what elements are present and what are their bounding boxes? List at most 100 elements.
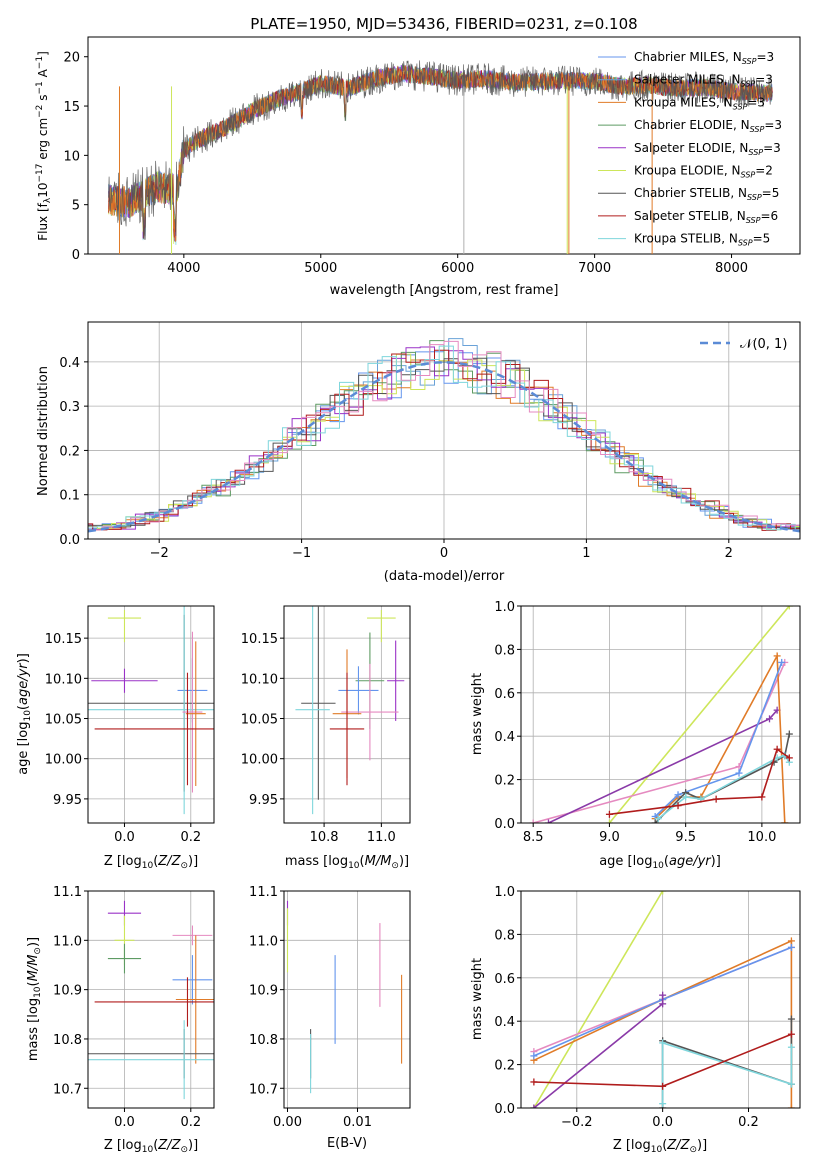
age-vs-Z-panel: 0.0 0.2 9.95 10.00 10.05 10.10 10.15 <box>45 605 215 845</box>
spectrum-xtick-label-2: 6000 <box>441 261 474 276</box>
p-ageZ-frame <box>87 605 215 824</box>
spectrum-ytick-label-1: 5 <box>72 199 80 214</box>
p-ageM-frame <box>283 605 411 824</box>
p-massZ-marks <box>88 900 214 1100</box>
legend-label-3: Chabrier ELODIE, NSSP=3 <box>634 118 782 134</box>
residual-histogram-8 <box>88 345 800 531</box>
mass-vs-ebv-panel: 0.00 0.01 10.7 10.8 10.9 11.0 11.1 <box>249 885 411 1130</box>
residuals-xtick-label-4: 2 <box>725 546 733 561</box>
residual-histogram-3 <box>88 340 800 531</box>
p-mwAge-series-7 <box>609 747 790 816</box>
p-massZ-xtick-label-1: 0.2 <box>180 1115 201 1130</box>
residuals-ytick-label-2: 0.2 <box>59 444 80 459</box>
p-mwAge-series-6 <box>657 754 790 820</box>
p-mwZ-frame <box>520 890 801 1109</box>
residual-histogram-9 <box>88 340 800 531</box>
mass-vs-Z-panel: 0.0 0.2 10.7 10.8 10.9 11.0 11.1 <box>53 885 215 1130</box>
p-massZ-ytick-label-3: 11.0 <box>53 934 82 949</box>
residuals-xtick-label-2: 0 <box>440 546 448 561</box>
mwAge-xlabel: age [log10(age/yr)] <box>599 854 721 871</box>
residuals-xtick-label-1: −1 <box>292 546 311 561</box>
residuals-ylabel: Normed distribution <box>36 366 51 496</box>
massE-xlabel: E(B-V) <box>327 1136 367 1151</box>
p-mwAge-series-0 <box>608 606 790 823</box>
spectrum-xtick-label-1: 5000 <box>304 261 337 276</box>
residuals-legend: 𝒩(0, 1) <box>700 337 787 352</box>
p-ageZ-xtick-label-1: 0.2 <box>180 830 201 845</box>
p-massE-ytick-label-2: 10.9 <box>249 984 278 999</box>
p-massE-marks <box>286 900 403 1094</box>
p-mwZ-ytick-label-3: 0.6 <box>494 972 515 987</box>
spectrum-ylabel: Flux [fλ10−17 erg cm−2 s−1 A−1] <box>35 51 53 241</box>
p-mwZ-ytick-label-0: 0.0 <box>494 1102 515 1117</box>
residuals-ytick-label-3: 0.3 <box>59 400 80 415</box>
p-massE-frame <box>283 890 411 1109</box>
p-massZ-ytick-label-4: 11.1 <box>53 885 82 900</box>
p-massZ-xtick-label-0: 0.0 <box>114 1115 135 1130</box>
p-mwAge-xtick-label-2: 9.5 <box>675 830 696 845</box>
mwZ-xlabel: Z [log10(Z/Z⊙)] <box>613 1138 707 1155</box>
spectrum-xtick-label-4: 8000 <box>715 261 748 276</box>
p-mwAge-ytick-label-1: 0.2 <box>494 774 515 789</box>
residuals-xtick-label-3: 1 <box>582 546 590 561</box>
residuals-xtick-label-0: −2 <box>150 546 169 561</box>
p-mwAge-ytick-label-0: 0.0 <box>494 817 515 832</box>
p-mwAge-ytick-label-3: 0.6 <box>494 687 515 702</box>
p-massE-ytick-label-1: 10.8 <box>249 1033 278 1048</box>
legend-label-2: Kroupa MILES, NSSP=3 <box>634 95 765 111</box>
p-mwAge-ytick-label-2: 0.4 <box>494 730 515 745</box>
p-mwZ-ytick-label-2: 0.4 <box>494 1015 515 1030</box>
p-ageZ-bg <box>88 606 214 823</box>
massweight-vs-age-panel: 8.5 9.0 9.5 10.0 0.0 0.2 0.4 0.6 0.8 1.0 <box>494 600 801 845</box>
p-ageZ-ytick-label-0: 9.95 <box>53 793 82 808</box>
residuals-xlabel: (data-model)/error <box>384 569 505 584</box>
spectrum-line-7 <box>108 65 773 239</box>
legend-label-6: Chabrier STELIB, NSSP=5 <box>634 186 779 202</box>
gaussian-curve <box>87 361 801 533</box>
p-mwZ-ytick-label-4: 0.8 <box>494 928 515 943</box>
p-ageM-ytick-label-2: 10.05 <box>241 713 278 728</box>
spectrum-xlabel: wavelength [Angstrom, rest frame] <box>330 283 559 298</box>
p-mwAge-series-4 <box>654 662 783 818</box>
ageZ-xlabel: Z [log10(Z/Z⊙)] <box>104 854 198 871</box>
p-mwAge-series-5 <box>654 733 791 823</box>
p-mwAge-xtick-label-3: 10.0 <box>747 830 776 845</box>
p-mwZ-ytick-label-1: 0.2 <box>494 1059 515 1074</box>
p-mwAge-frame <box>520 605 801 824</box>
massweight-vs-Z-panel: −0.2 0.0 0.2 0.0 0.2 0.4 0.6 0.8 1.0 <box>494 885 801 1130</box>
ageM-xlabel: mass [log10(M/M⊙)] <box>285 854 409 871</box>
legend-label-gauss: 𝒩(0, 1) <box>740 337 787 352</box>
p-massE-ytick-label-3: 11.0 <box>249 934 278 949</box>
p-ageM-ytick-label-4: 10.15 <box>241 632 278 647</box>
p-ageM-xtick-label-0: 10.8 <box>310 830 339 845</box>
p-ageZ-ytick-label-4: 10.15 <box>45 632 82 647</box>
p-ageZ-marks <box>88 606 214 815</box>
p-mwAge-xtick-label-0: 8.5 <box>523 830 544 845</box>
p-massZ-frame <box>87 890 215 1109</box>
p-ageZ-ytick-label-2: 10.05 <box>45 713 82 728</box>
p-massZ-ytick-label-2: 10.9 <box>53 984 82 999</box>
figure-title: PLATE=1950, MJD=53436, FIBERID=0231, z=0… <box>250 15 637 33</box>
ageZ-ylabel: age [log10(age/yr)] <box>16 653 33 775</box>
p-mwAge-ytick-label-5: 1.0 <box>494 600 515 615</box>
p-ageZ-ytick-label-1: 10.00 <box>45 753 82 768</box>
spectrum-ytick-label-4: 20 <box>63 51 80 66</box>
massZ-xlabel: Z [log10(Z/Z⊙)] <box>104 1138 198 1155</box>
spectrum-ytick-label-3: 15 <box>63 100 80 115</box>
residuals-panel: −2 −1 0 1 2 0.0 0.1 0.2 0.3 0.4 (data-model)/erro… <box>36 321 801 584</box>
age-vs-mass-panel: 10.8 11.0 9.95 10.00 10.05 10.10 10.15 <box>241 605 411 845</box>
p-ageM-ytick-label-1: 10.00 <box>241 753 278 768</box>
p-massE-ytick-label-4: 11.1 <box>249 885 278 900</box>
p-ageM-xtick-label-1: 11.0 <box>367 830 396 845</box>
p-mwZ-xtick-label-1: 0.0 <box>652 1115 673 1130</box>
spectrum-panel: 4000 5000 6000 7000 8000 0 5 10 15 20 wavelength … <box>35 36 801 298</box>
p-mwAge-ytick-label-4: 0.8 <box>494 643 515 658</box>
legend-label-4: Salpeter ELODIE, NSSP=3 <box>634 141 781 157</box>
residuals-ytick-label-4: 0.4 <box>59 356 80 371</box>
p-mwZ-xtick-label-0: −0.2 <box>561 1115 593 1130</box>
p-massE-ytick-label-0: 10.7 <box>249 1082 278 1097</box>
legend-label-1: Salpeter MILES, NSSP=3 <box>634 73 773 89</box>
p-mwZ-series-0 <box>533 891 664 1108</box>
p-ageM-ytick-label-3: 10.10 <box>241 672 278 687</box>
spectrum-ytick-label-2: 10 <box>63 149 80 164</box>
